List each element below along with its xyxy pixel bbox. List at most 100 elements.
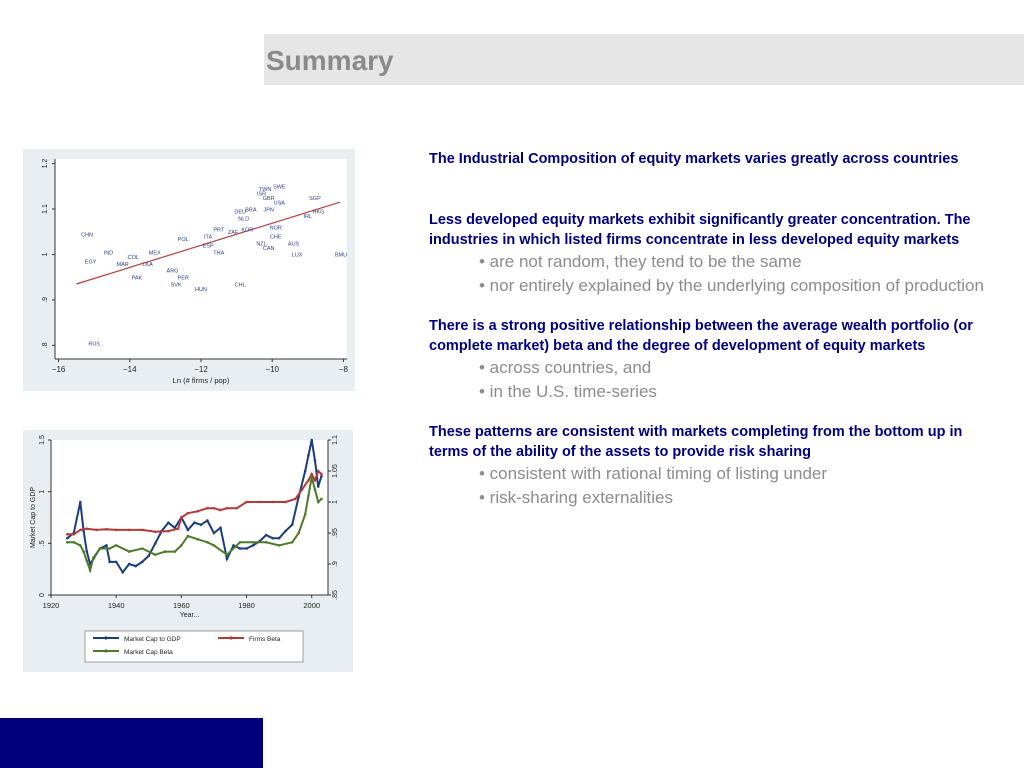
series-point-0 bbox=[65, 536, 69, 540]
series-point-2 bbox=[297, 531, 300, 535]
series-point-2 bbox=[92, 556, 95, 560]
series-point-0 bbox=[251, 544, 255, 547]
point-label-zaf: ZAF bbox=[228, 230, 239, 236]
point-label-svk: SVK bbox=[171, 282, 182, 288]
series-point-1 bbox=[206, 506, 209, 510]
series-point-1 bbox=[186, 511, 190, 515]
bullet-item: • in the U.S. time-series bbox=[479, 382, 657, 401]
point-label-swe: SWE bbox=[273, 185, 286, 191]
series-point-2 bbox=[313, 488, 317, 491]
y-tick-label-left: 0 bbox=[39, 593, 46, 597]
point-label-per: PER bbox=[178, 275, 189, 281]
paragraph-2: Less developed equity markets exhibit si… bbox=[429, 212, 971, 248]
series-point-0 bbox=[127, 562, 131, 566]
series-point-2 bbox=[238, 541, 242, 544]
point-label-lka: LKA bbox=[142, 262, 153, 268]
series-point-1 bbox=[95, 528, 98, 532]
series-point-2 bbox=[108, 547, 111, 550]
series-point-0 bbox=[277, 536, 281, 540]
point-label-pol: POL bbox=[178, 237, 189, 243]
bullet-item: • are not random, they tend to be the sa… bbox=[479, 252, 802, 271]
y-tick-label-right: 1.05 bbox=[332, 464, 339, 478]
series-point-2 bbox=[225, 553, 229, 556]
series-point-1 bbox=[180, 516, 183, 519]
series-point-1 bbox=[114, 528, 118, 532]
series-point-0 bbox=[199, 523, 203, 527]
series-point-1 bbox=[167, 529, 170, 533]
y-tick-label-right: .85 bbox=[332, 590, 339, 600]
x-axis-label: Year... bbox=[180, 612, 200, 619]
series-point-1 bbox=[300, 488, 304, 491]
series-point-1 bbox=[127, 528, 131, 532]
series-point-1 bbox=[105, 527, 108, 531]
point-label-pak: PAK bbox=[132, 275, 143, 281]
series-point-2 bbox=[127, 550, 131, 553]
point-label-egy: EGY bbox=[85, 260, 97, 266]
series-point-0 bbox=[219, 526, 222, 530]
point-label-nld: NLD bbox=[238, 216, 249, 222]
series-point-0 bbox=[264, 533, 268, 537]
series-point-1 bbox=[85, 527, 89, 530]
series-point-1 bbox=[225, 506, 229, 510]
series-point-0 bbox=[225, 557, 229, 561]
y-tick-label-right: 1.1 bbox=[332, 435, 339, 445]
legend-label-1: Firms Beta bbox=[249, 636, 281, 643]
series-point-0 bbox=[108, 560, 111, 564]
legend-box bbox=[84, 630, 304, 663]
series-point-2 bbox=[140, 547, 144, 550]
series-point-0 bbox=[206, 519, 209, 522]
series-point-0 bbox=[147, 554, 151, 558]
series-point-2 bbox=[186, 534, 190, 538]
series-point-0 bbox=[193, 521, 196, 524]
series-point-2 bbox=[79, 544, 82, 547]
point-label-col: COL bbox=[128, 255, 139, 261]
point-label-hkg: HKG bbox=[313, 210, 325, 216]
x-tick-label: −16 bbox=[52, 365, 66, 374]
timeseries-chart: 1920 1940 1960 1980 20001.51.501.11.051.95.9… bbox=[30, 435, 339, 663]
series-point-2 bbox=[82, 550, 85, 553]
series-point-2 bbox=[173, 550, 177, 553]
series-point-1 bbox=[316, 469, 320, 473]
series-point-0 bbox=[310, 438, 314, 442]
series-point-2 bbox=[307, 494, 310, 498]
x-tick-label: −14 bbox=[123, 365, 137, 374]
bullet-item: • across countries, and bbox=[479, 358, 652, 377]
bullet-item: • risk-sharing externalities bbox=[479, 488, 673, 507]
y-tick-label: 1.1 bbox=[42, 204, 49, 214]
series-point-0 bbox=[212, 531, 216, 535]
x-tick-label: 1940 bbox=[108, 601, 125, 610]
point-label-nzl: NZL bbox=[256, 241, 266, 247]
point-label-aus: AUS bbox=[288, 241, 300, 247]
point-label-twn: TWN bbox=[259, 187, 272, 193]
point-label-nor: NOR bbox=[270, 225, 282, 231]
series-point-1 bbox=[284, 500, 287, 504]
series-point-1 bbox=[258, 500, 261, 504]
series-point-0 bbox=[238, 547, 242, 550]
series-point-2 bbox=[196, 537, 199, 541]
point-label-tha: THA bbox=[213, 250, 224, 256]
y-tick-label-right: .9 bbox=[332, 561, 339, 567]
series-point-2 bbox=[206, 541, 209, 544]
series-point-2 bbox=[303, 513, 307, 516]
series-point-1 bbox=[219, 508, 222, 512]
legend-label-0: Market Cap to GDP bbox=[124, 636, 181, 643]
point-label-rus: RUS bbox=[88, 341, 100, 347]
x-tick-label: −12 bbox=[194, 365, 208, 374]
series-point-1 bbox=[212, 506, 216, 510]
series-point-1 bbox=[65, 532, 69, 536]
paragraph-4: These patterns are consistent with marke… bbox=[429, 424, 963, 460]
series-point-1 bbox=[320, 472, 323, 476]
y-tick-label-right: 1 bbox=[332, 500, 339, 504]
x-tick-label: 2000 bbox=[303, 601, 320, 610]
series-point-2 bbox=[316, 500, 320, 504]
header-band: Summary bbox=[264, 34, 1024, 85]
series-point-0 bbox=[105, 544, 108, 547]
series-point-2 bbox=[290, 541, 294, 544]
point-label-ind: IND bbox=[104, 250, 114, 256]
point-label-jpn: JPN bbox=[263, 207, 273, 213]
point-label-isr: ISR bbox=[257, 191, 266, 197]
legend-marker-2 bbox=[104, 649, 108, 653]
y-tick-label-left: .5 bbox=[39, 540, 46, 546]
series-point-0 bbox=[79, 500, 82, 504]
point-label-bra: BRA bbox=[245, 207, 257, 213]
